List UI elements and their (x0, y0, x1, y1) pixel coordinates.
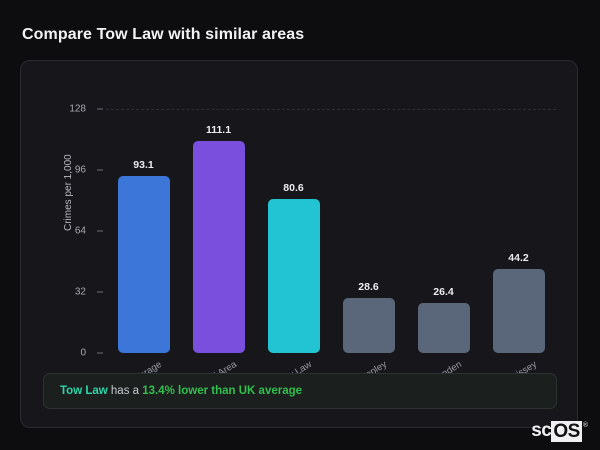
callout-subject: Tow Law (60, 385, 108, 397)
y-tick-mark (97, 108, 103, 110)
page-title: Compare Tow Law with similar areas (22, 26, 305, 43)
comparison-callout: Tow Law has a 13.4% lower than UK averag… (43, 373, 557, 409)
bar[interactable] (117, 175, 170, 353)
bar-group[interactable]: 80.6 (267, 109, 320, 353)
bar-value-label: 93.1 (133, 158, 154, 171)
y-tick-label: 32 (74, 286, 86, 298)
bar-group[interactable]: 26.4 (417, 109, 470, 353)
bar-group[interactable]: 111.1 (192, 109, 245, 353)
bar-value-label: 26.4 (433, 285, 454, 298)
y-tick-label: 128 (69, 103, 86, 115)
callout-text: Tow Law has a 13.4% lower than UK averag… (60, 385, 302, 397)
bar[interactable] (342, 298, 395, 353)
bar-series: 93.1 111.1 80.6 28.6 26.4 44.2 (106, 109, 556, 353)
gridline (106, 109, 556, 110)
bar[interactable] (267, 199, 320, 353)
callout-middle: has a (107, 385, 143, 397)
registered-mark: ® (582, 422, 588, 429)
bar-value-label: 28.6 (358, 281, 379, 294)
bar-group[interactable]: 44.2 (492, 109, 545, 353)
bar-value-label: 80.6 (283, 182, 304, 195)
bar[interactable] (417, 302, 470, 353)
bar-value-label: 111.1 (205, 124, 232, 137)
logo-text-sc: sc (531, 420, 552, 441)
y-tick-mark (97, 230, 103, 232)
bar-value-label: 44.2 (508, 251, 529, 264)
y-tick-mark (97, 169, 103, 171)
y-tick-label: 0 (80, 347, 86, 359)
y-tick-label: 64 (74, 225, 86, 237)
chart-card: Crimes per 1,000 0 32 64 96 128 93.1 111.1 80.… (20, 60, 578, 428)
y-axis-title: Crimes per 1,000 (63, 154, 74, 231)
callout-highlight: 13.4% lower than UK average (142, 385, 303, 397)
y-tick-mark (97, 352, 103, 354)
bar-group[interactable]: 28.6 (342, 109, 395, 353)
logo-text-os: OS (551, 421, 582, 442)
y-tick-label: 96 (74, 164, 86, 176)
scos-logo: sc OS ® (531, 421, 588, 442)
bar[interactable] (492, 268, 545, 353)
y-tick-mark (97, 291, 103, 293)
bar-group[interactable]: 93.1 (117, 109, 170, 353)
bar[interactable] (192, 141, 245, 353)
